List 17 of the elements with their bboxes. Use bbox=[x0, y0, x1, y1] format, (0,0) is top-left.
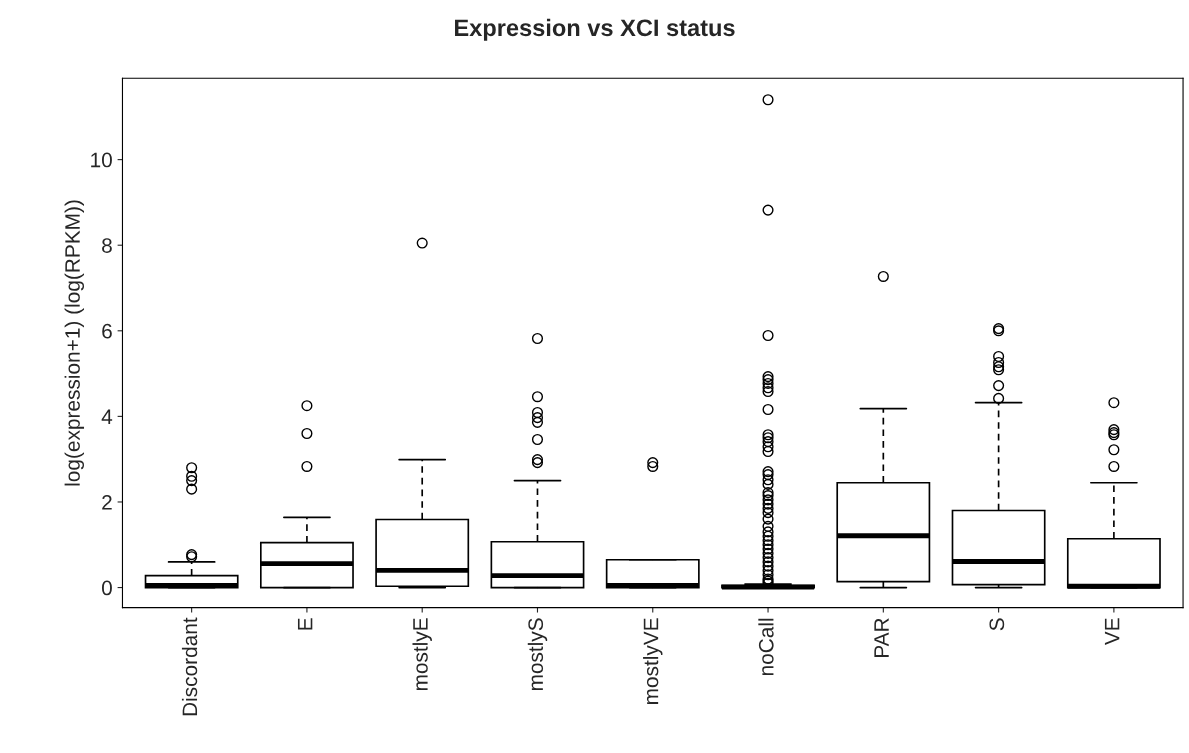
x-tick-label: mostlyS bbox=[527, 618, 548, 691]
x-tick-label: mostlyVE bbox=[643, 618, 663, 704]
y-tick-label: 2 bbox=[102, 494, 112, 510]
y-axis-title: log(expression+1) (log(RPKM)) bbox=[64, 200, 85, 486]
y-tick-label: 8 bbox=[102, 238, 112, 253]
y-tick-label: 6 bbox=[102, 323, 112, 339]
x-tick-label: mostlyE bbox=[412, 618, 432, 691]
x-tick-label: noCall bbox=[758, 618, 774, 676]
x-tick-label: PAR bbox=[874, 618, 889, 657]
y-tick-label: 4 bbox=[101, 409, 113, 424]
y-tick-label: 10 bbox=[91, 152, 112, 168]
x-tick-label: S bbox=[989, 618, 1005, 631]
x-tick-label: Discordant bbox=[181, 617, 198, 716]
x-tick-label: VE bbox=[1104, 618, 1120, 646]
chart-title: Expression vs XCI status bbox=[455, 18, 735, 41]
y-tick-label: 0 bbox=[101, 580, 112, 596]
x-tick-label: E bbox=[297, 618, 313, 630]
